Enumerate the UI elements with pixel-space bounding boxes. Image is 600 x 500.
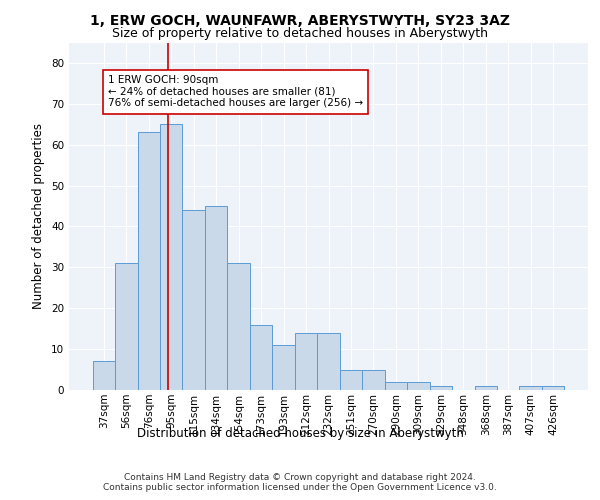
Bar xyxy=(227,264,250,390)
Bar xyxy=(475,386,497,390)
Bar xyxy=(137,132,160,390)
Bar xyxy=(542,386,565,390)
Bar xyxy=(92,362,115,390)
Bar xyxy=(430,386,452,390)
Bar xyxy=(272,345,295,390)
Bar xyxy=(115,264,137,390)
Bar xyxy=(520,386,542,390)
Bar xyxy=(362,370,385,390)
Text: Size of property relative to detached houses in Aberystwyth: Size of property relative to detached ho… xyxy=(112,28,488,40)
Bar xyxy=(317,333,340,390)
Bar xyxy=(205,206,227,390)
Bar xyxy=(160,124,182,390)
Bar xyxy=(407,382,430,390)
Text: 1 ERW GOCH: 90sqm
← 24% of detached houses are smaller (81)
76% of semi-detached: 1 ERW GOCH: 90sqm ← 24% of detached hous… xyxy=(108,75,363,108)
Bar xyxy=(182,210,205,390)
Bar xyxy=(385,382,407,390)
Y-axis label: Number of detached properties: Number of detached properties xyxy=(32,123,46,309)
Text: Contains HM Land Registry data © Crown copyright and database right 2024.
Contai: Contains HM Land Registry data © Crown c… xyxy=(103,472,497,492)
Bar xyxy=(250,324,272,390)
Text: Distribution of detached houses by size in Aberystwyth: Distribution of detached houses by size … xyxy=(137,428,463,440)
Bar xyxy=(340,370,362,390)
Bar xyxy=(295,333,317,390)
Text: 1, ERW GOCH, WAUNFAWR, ABERYSTWYTH, SY23 3AZ: 1, ERW GOCH, WAUNFAWR, ABERYSTWYTH, SY23… xyxy=(90,14,510,28)
